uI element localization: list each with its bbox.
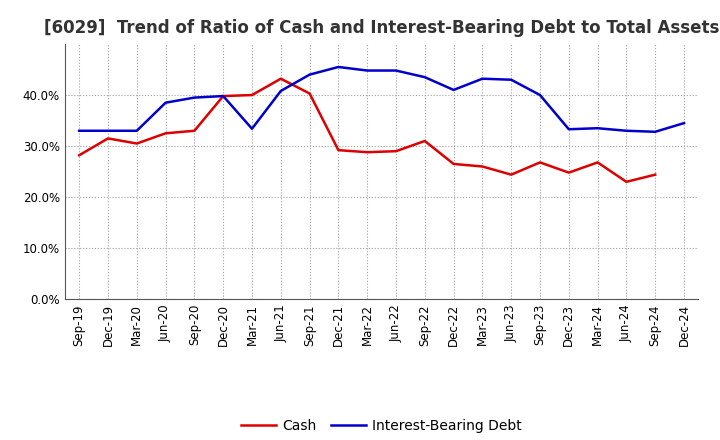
Cash [507,172,516,177]
Interest-Bearing Debt [161,100,170,105]
Interest-Bearing Debt [104,128,112,133]
Interest-Bearing Debt [334,64,343,70]
Interest-Bearing Debt [392,68,400,73]
Line: Cash: Cash [79,79,655,182]
Interest-Bearing Debt [622,128,631,133]
Interest-Bearing Debt [593,125,602,131]
Cash [420,138,429,143]
Cash [132,141,141,146]
Cash [276,76,285,81]
Cash [219,93,228,99]
Interest-Bearing Debt [132,128,141,133]
Line: Interest-Bearing Debt: Interest-Bearing Debt [79,67,684,132]
Cash [363,150,372,155]
Cash [104,136,112,141]
Title: [6029]  Trend of Ratio of Cash and Interest-Bearing Debt to Total Assets: [6029] Trend of Ratio of Cash and Intere… [44,19,719,37]
Legend: Cash, Interest-Bearing Debt: Cash, Interest-Bearing Debt [235,413,528,438]
Cash [75,153,84,158]
Cash [305,91,314,96]
Cash [564,170,573,175]
Interest-Bearing Debt [478,76,487,81]
Interest-Bearing Debt [420,74,429,80]
Interest-Bearing Debt [651,129,660,135]
Interest-Bearing Debt [248,126,256,132]
Cash [622,179,631,184]
Interest-Bearing Debt [190,95,199,100]
Cash [449,161,458,167]
Cash [161,131,170,136]
Cash [593,160,602,165]
Interest-Bearing Debt [276,88,285,94]
Interest-Bearing Debt [536,92,544,98]
Cash [651,172,660,177]
Interest-Bearing Debt [680,121,688,126]
Cash [190,128,199,133]
Cash [478,164,487,169]
Cash [248,92,256,98]
Interest-Bearing Debt [449,87,458,92]
Interest-Bearing Debt [507,77,516,82]
Interest-Bearing Debt [305,72,314,77]
Interest-Bearing Debt [363,68,372,73]
Interest-Bearing Debt [564,127,573,132]
Cash [536,160,544,165]
Interest-Bearing Debt [75,128,84,133]
Cash [392,149,400,154]
Cash [334,147,343,153]
Interest-Bearing Debt [219,93,228,99]
